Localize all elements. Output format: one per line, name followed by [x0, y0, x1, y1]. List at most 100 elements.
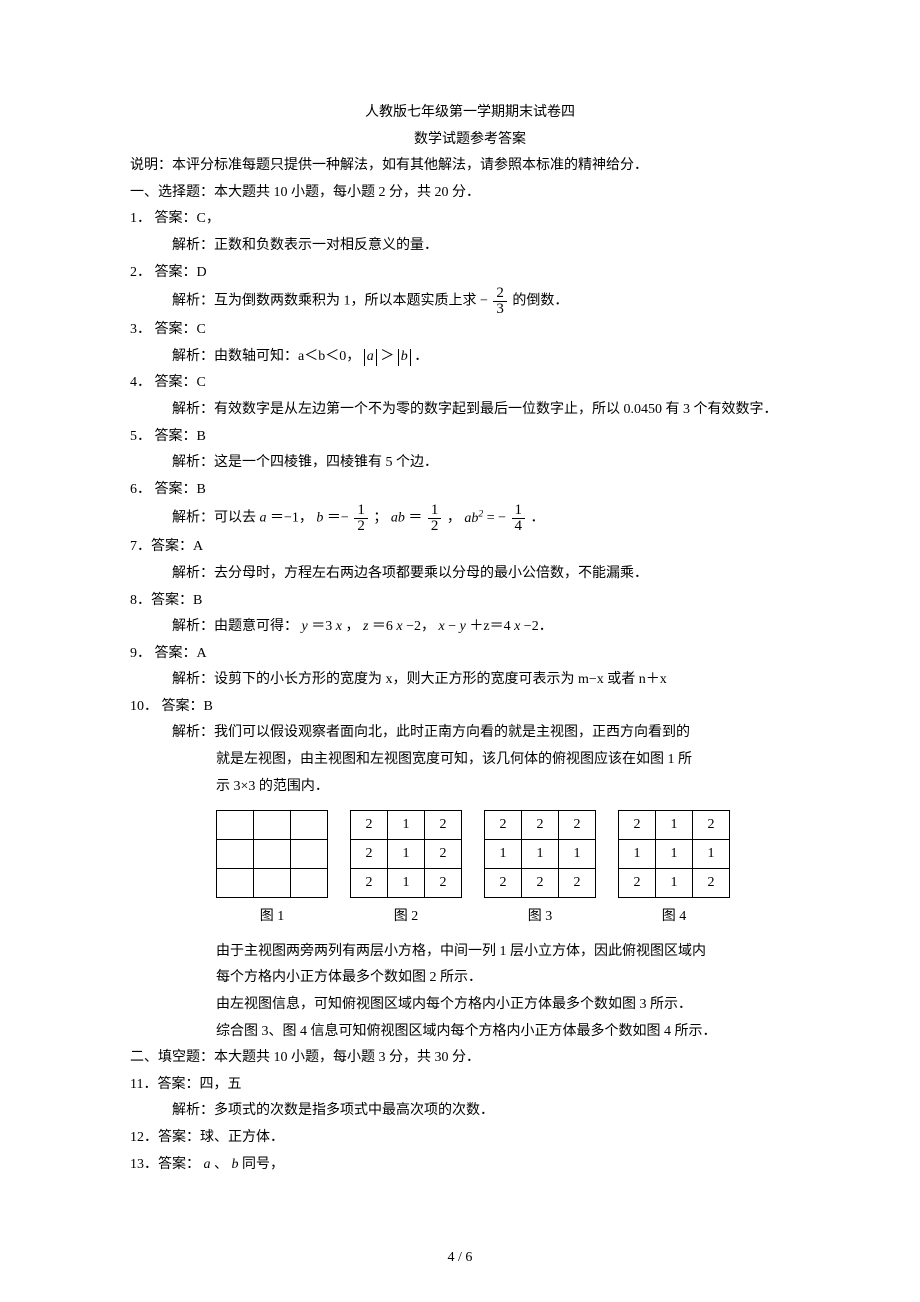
cell: 2: [351, 869, 388, 898]
cell: 1: [656, 840, 693, 869]
cell: [254, 869, 291, 898]
q3-abs-a: a: [364, 349, 377, 366]
q5-answer: 5． 答案：B: [130, 424, 810, 451]
section-1-header: 一、选择题：本大题共 10 小题，每小题 2 分，共 20 分．: [130, 180, 810, 207]
q8-minus: −: [448, 619, 456, 634]
cell: 2: [351, 811, 388, 840]
q8-y-eq: ＝3: [311, 619, 332, 634]
q3-abs-b: b: [398, 349, 411, 366]
q6-ab-var: ab: [391, 511, 405, 526]
figure-3-table: 222 111 222: [484, 810, 596, 898]
page-container: 人教版七年级第一学期期末试卷四 数学试题参考答案 说明：本评分标准每题只提供一种…: [0, 0, 920, 1302]
figure-2-table: 212 212 212: [350, 810, 462, 898]
q6-ab2-base: ab: [464, 511, 478, 526]
q6-frac2: 1 2: [428, 503, 442, 534]
q3-answer: 3． 答案：C: [130, 317, 810, 344]
page-number: 4 / 6: [0, 1245, 920, 1272]
q12-answer: 12．答案：球、正方体．: [130, 1125, 810, 1152]
q7-answer: 7．答案：A: [130, 534, 810, 561]
tables-row: 212 212 212 222 111 222 212 111 212: [216, 810, 810, 898]
q6-frac1-num: 1: [354, 503, 368, 518]
q6-ab-eq: ＝: [408, 511, 422, 526]
q8-y2: y: [460, 619, 466, 634]
section-2-header: 二、填空题：本大题共 10 小题，每小题 3 分，共 30 分．: [130, 1045, 810, 1072]
q6-exp-pre: 解析：可以去: [172, 511, 260, 526]
q10-answer: 10． 答案：B: [130, 694, 810, 721]
q6-a-eq: ＝−1，: [270, 511, 313, 526]
cell: 2: [425, 869, 462, 898]
cell: 2: [619, 811, 656, 840]
q2-exp-post: 的倒数．: [512, 294, 568, 309]
cell: 1: [559, 840, 596, 869]
q4-explanation: 解析：有效数字是从左边第一个不为零的数字起到最后一位数字止，所以 0.0450 …: [130, 397, 810, 424]
q9-explanation: 解析：设剪下的小长方形的宽度为 x，则大正方形的宽度可表示为 m−x 或者 n＋…: [130, 667, 810, 694]
q6-b-var: b: [316, 511, 323, 526]
q2-explanation: 解析：互为倒数两数乘积为 1，所以本题实质上求 − 2 3 的倒数．: [130, 286, 810, 317]
q5-explanation: 解析：这是一个四棱锥，四棱锥有 5 个边．: [130, 450, 810, 477]
cell: [217, 869, 254, 898]
q6-frac2-num: 1: [428, 503, 442, 518]
q11-answer: 11．答案：四，五: [130, 1072, 810, 1099]
cell: 1: [388, 811, 425, 840]
cell: 2: [559, 869, 596, 898]
q8-answer: 8．答案：B: [130, 588, 810, 615]
cell: 2: [522, 811, 559, 840]
q2-frac-num: 2: [493, 286, 507, 301]
q10-explanation-5: 每个方格内小正方体最多个数如图 2 所示．: [130, 965, 810, 992]
cell: 1: [693, 840, 730, 869]
q10-explanation-7: 综合图 3、图 4 信息可知俯视图区域内每个方格内小正方体最多个数如图 4 所示…: [130, 1019, 810, 1046]
cell: 1: [656, 811, 693, 840]
q6-sep1: ；: [373, 511, 387, 526]
q8-c1: ，: [345, 619, 359, 634]
q6-sup: 2: [478, 508, 483, 519]
q6-b-eq: ＝−: [327, 511, 349, 526]
figure-4-table: 212 111 212: [618, 810, 730, 898]
cell: 2: [522, 869, 559, 898]
q8-explanation: 解析：由题意可得： y ＝3 x ， z ＝6 x −2， x − y ＋z＝4…: [130, 614, 810, 641]
cell: 2: [485, 869, 522, 898]
q6-frac3-num: 1: [512, 503, 526, 518]
doc-subtitle: 数学试题参考答案: [130, 127, 810, 154]
q10-explanation-4: 由于主视图两旁两列有两层小方格，中间一列 1 层小立方体，因此俯视图区域内: [130, 939, 810, 966]
cell: 1: [522, 840, 559, 869]
q6-a-var: a: [260, 511, 267, 526]
q10-explanation-2: 就是左视图，由主视图和左视图宽度可知，该几何体的俯视图应该在如图 1 所: [130, 747, 810, 774]
cell: 1: [485, 840, 522, 869]
q6-explanation: 解析：可以去 a ＝−1， b ＝− 1 2 ； ab ＝ 1 2 ， ab2 …: [130, 503, 810, 534]
q13-pre: 13．答案：: [130, 1157, 200, 1172]
q6-frac2-den: 2: [428, 518, 442, 534]
q6-ab2-var: ab2: [464, 511, 483, 526]
q2-exp-pre: 解析：互为倒数两数乘积为 1，所以本题实质上求 −: [172, 294, 488, 309]
cell: 1: [619, 840, 656, 869]
q3-explanation: 解析：由数轴可知：a＜b＜0， a ＞ b ．: [130, 344, 810, 371]
q10-explanation-3: 示 3×3 的范围内．: [130, 774, 810, 801]
cell: 2: [693, 869, 730, 898]
q8-exp-pre: 解析：由题意可得：: [172, 619, 298, 634]
figure-1-table: [216, 810, 328, 898]
q2-answer: 2． 答案：D: [130, 260, 810, 287]
doc-title: 人教版七年级第一学期期末试卷四: [130, 100, 810, 127]
q4-answer: 4． 答案：C: [130, 370, 810, 397]
cell: 2: [485, 811, 522, 840]
cell: [254, 840, 291, 869]
q6-end: ．: [531, 511, 545, 526]
q7-explanation: 解析：去分母时，方程左右两边各项都要乘以分母的最小公倍数，不能漏乘．: [130, 561, 810, 588]
q13-answer: 13．答案： a 、 b 同号，: [130, 1152, 810, 1179]
q1-explanation: 解析：正数和负数表示一对相反意义的量．: [130, 233, 810, 260]
cell: [291, 811, 328, 840]
q13-post: 同号，: [242, 1157, 284, 1172]
q6-ab2-eq: = −: [487, 511, 506, 526]
cell: 2: [693, 811, 730, 840]
q13-a: a: [204, 1157, 211, 1172]
q9-answer: 9． 答案：A: [130, 641, 810, 668]
figure-2-caption: 图 2: [350, 904, 462, 931]
q2-frac-den: 3: [493, 301, 507, 317]
q10-explanation-1: 解析：我们可以假设观察者面向北，此时正南方向看的就是主视图，正西方向看到的: [130, 720, 810, 747]
q3-exp-pre: 解析：由数轴可知：a＜b＜0，: [172, 349, 360, 364]
captions-row: 图 1 图 2 图 3 图 4: [216, 904, 810, 931]
cell: [254, 811, 291, 840]
q6-answer: 6． 答案：B: [130, 477, 810, 504]
q6-frac1: 1 2: [354, 503, 368, 534]
cell: [291, 840, 328, 869]
q11-explanation: 解析：多项式的次数是指多项式中最高次项的次数．: [130, 1098, 810, 1125]
